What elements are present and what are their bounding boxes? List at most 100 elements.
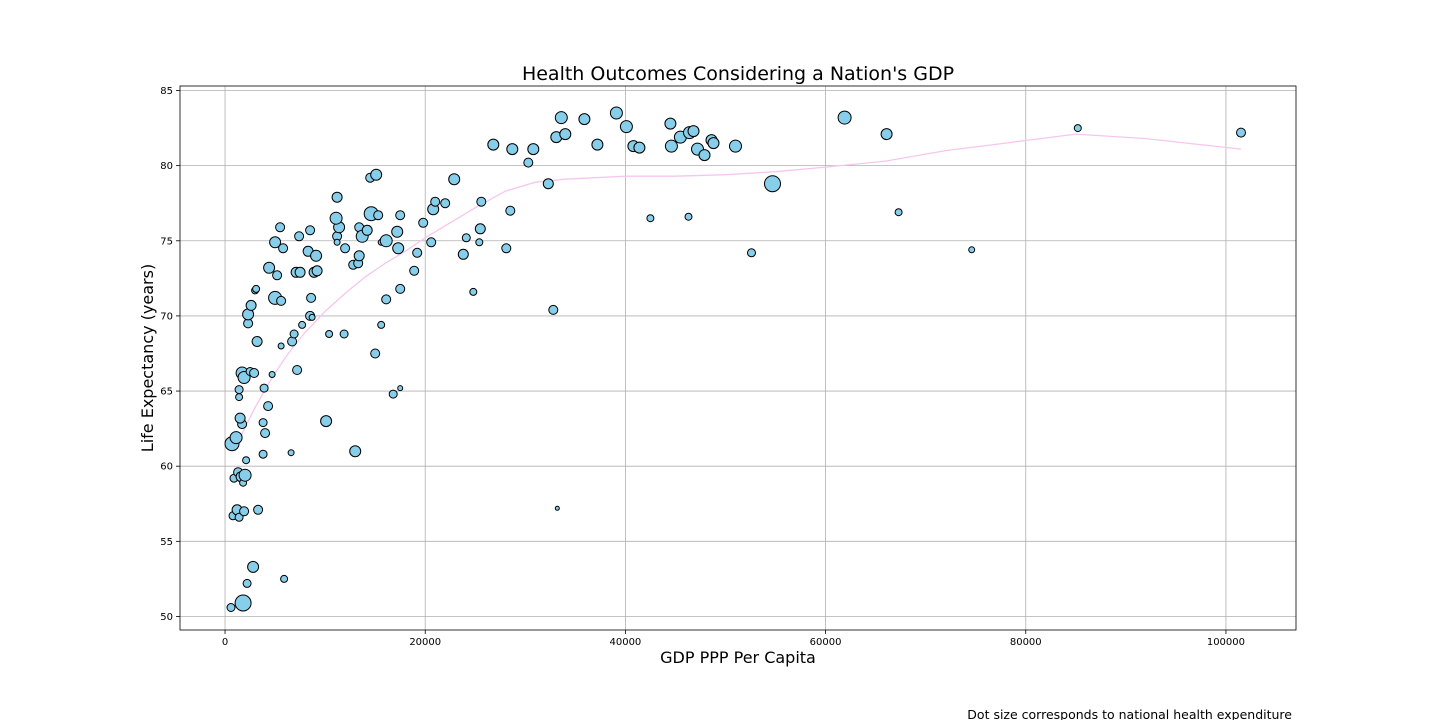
data-point: [373, 210, 384, 221]
data-point: [687, 125, 700, 138]
data-point: [392, 242, 405, 255]
y-tick-label: 60: [160, 462, 173, 473]
data-point: [664, 139, 678, 153]
data-point: [242, 578, 252, 588]
data-point: [377, 320, 386, 329]
data-point: [837, 110, 852, 125]
data-point: [379, 234, 393, 248]
x-axis-label: GDP PPP Per Capita: [660, 648, 816, 667]
data-point: [609, 106, 623, 120]
data-point: [633, 141, 646, 154]
data-point: [448, 173, 461, 186]
data-point: [277, 342, 285, 350]
data-point: [729, 139, 742, 153]
x-tick-label: 100000: [1207, 637, 1245, 648]
data-point: [457, 248, 469, 260]
data-point: [308, 313, 316, 321]
data-point: [707, 137, 720, 150]
data-point: [880, 128, 893, 141]
trend-line-group: [234, 133, 1242, 452]
data-point: [1236, 127, 1246, 138]
data-point: [275, 222, 286, 233]
y-tick-label: 85: [160, 86, 173, 97]
data-point: [506, 143, 519, 156]
data-point: [234, 412, 246, 424]
data-point: [251, 336, 263, 347]
data-point: [591, 138, 604, 151]
data-point: [664, 117, 677, 130]
data-point: [238, 468, 252, 482]
data-point: [388, 389, 398, 399]
data-point: [263, 401, 274, 412]
data-point: [298, 320, 307, 329]
data-point: [268, 371, 276, 378]
data-point: [242, 456, 251, 465]
data-point: [294, 266, 306, 278]
data-point: [235, 393, 244, 402]
data-point: [474, 223, 486, 235]
data-point: [331, 191, 343, 203]
data-point: [523, 157, 534, 168]
data-point: [487, 138, 500, 151]
data-point: [276, 295, 287, 306]
data-point: [505, 205, 516, 216]
data-point: [968, 246, 976, 254]
data-point: [461, 233, 471, 243]
data-point: [280, 574, 289, 583]
data-point: [329, 211, 343, 225]
data-point: [311, 265, 323, 277]
data-point: [894, 208, 903, 217]
y-tick-label: 80: [160, 161, 173, 172]
data-point: [253, 504, 264, 515]
data-point: [475, 238, 484, 247]
data-point: [418, 217, 429, 228]
y-axis-label: Life Expectancy (years): [138, 264, 157, 452]
data-point: [381, 294, 392, 305]
plot-frame: [179, 85, 1297, 631]
data-point: [310, 249, 323, 262]
data-point: [548, 304, 559, 315]
data-point: [527, 143, 540, 156]
data-point: [333, 238, 341, 246]
data-point: [747, 248, 756, 258]
data-point: [226, 603, 236, 612]
data-point: [260, 428, 271, 439]
data-point: [370, 348, 381, 359]
data-point: [239, 506, 250, 517]
data-point: [272, 270, 283, 281]
data-point: [306, 292, 317, 303]
data-point: [259, 383, 269, 393]
data-point: [349, 445, 362, 458]
x-tick-label: 0: [222, 637, 228, 648]
data-point: [440, 198, 451, 209]
data-point: [395, 283, 406, 294]
data-point: [269, 236, 282, 249]
data-point: [325, 330, 334, 338]
data-point: [578, 113, 591, 126]
data-point: [554, 111, 568, 125]
y-tick-label: 70: [160, 311, 173, 322]
data-point: [353, 250, 365, 262]
data-point: [234, 385, 244, 395]
y-tick-label: 55: [160, 537, 173, 548]
data-point: [476, 196, 487, 207]
data-point: [245, 299, 257, 311]
data-point: [234, 594, 252, 612]
x-tick-label: 20000: [409, 637, 441, 648]
data-point: [391, 225, 404, 238]
data-point: [278, 243, 289, 254]
data-point: [1073, 124, 1082, 133]
data-points: [224, 106, 1246, 612]
data-point: [287, 449, 295, 457]
data-point: [698, 149, 711, 162]
data-point: [292, 365, 303, 375]
data-point: [229, 431, 243, 445]
data-point: [501, 243, 512, 254]
y-tick-label: 50: [160, 612, 173, 623]
data-point: [554, 505, 560, 511]
data-point: [542, 178, 554, 190]
data-point: [619, 120, 633, 134]
x-tick-label: 60000: [810, 637, 842, 648]
